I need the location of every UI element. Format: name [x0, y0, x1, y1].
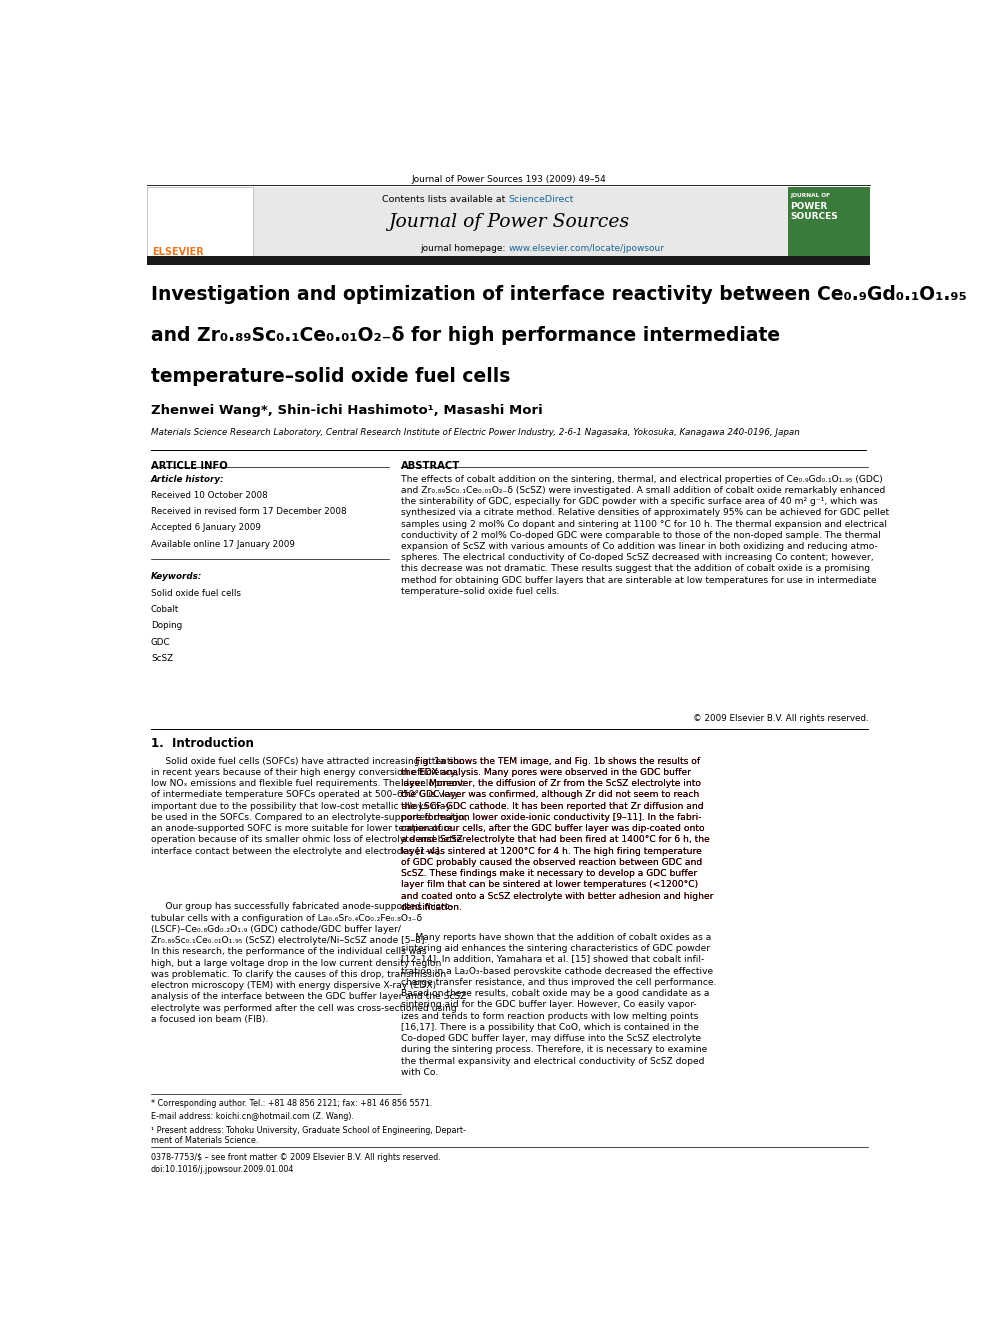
- FancyBboxPatch shape: [147, 188, 253, 257]
- Text: Accepted 6 January 2009: Accepted 6 January 2009: [151, 524, 261, 532]
- Text: Received in revised form 17 December 2008: Received in revised form 17 December 200…: [151, 507, 346, 516]
- Text: temperature–solid oxide fuel cells: temperature–solid oxide fuel cells: [151, 366, 510, 385]
- Text: Journal of Power Sources 193 (2009) 49–54: Journal of Power Sources 193 (2009) 49–5…: [411, 175, 606, 184]
- Text: The effects of cobalt addition on the sintering, thermal, and electrical propert: The effects of cobalt addition on the si…: [401, 475, 889, 595]
- Text: SOURCES: SOURCES: [791, 212, 838, 221]
- Text: Zhenwei Wang*, Shin-ichi Hashimoto¹, Masashi Mori: Zhenwei Wang*, Shin-ichi Hashimoto¹, Mas…: [151, 405, 543, 417]
- Text: E-mail address: koichi.cn@hotmail.com (Z. Wang).: E-mail address: koichi.cn@hotmail.com (Z…: [151, 1113, 354, 1122]
- Text: doi:10.1016/j.jpowsour.2009.01.004: doi:10.1016/j.jpowsour.2009.01.004: [151, 1166, 295, 1175]
- Text: POWER: POWER: [791, 201, 827, 210]
- Text: and Zr₀.₈₉Sc₀.₁Ce₀.₀₁O₂₋δ for high performance intermediate: and Zr₀.₈₉Sc₀.₁Ce₀.₀₁O₂₋δ for high perfo…: [151, 325, 780, 345]
- Text: 1.  Introduction: 1. Introduction: [151, 737, 254, 750]
- FancyBboxPatch shape: [789, 188, 870, 257]
- Text: Contents lists available at: Contents lists available at: [382, 196, 509, 205]
- Text: www.elsevier.com/locate/jpowsour: www.elsevier.com/locate/jpowsour: [509, 245, 665, 253]
- Text: Journal of Power Sources: Journal of Power Sources: [388, 213, 629, 230]
- Text: ABSTRACT: ABSTRACT: [401, 462, 460, 471]
- Text: Materials Science Research Laboratory, Central Research Institute of Electric Po: Materials Science Research Laboratory, C…: [151, 427, 800, 437]
- Text: Investigation and optimization of interface reactivity between Ce₀.₉Gd₀.₁O₁.₉₅: Investigation and optimization of interf…: [151, 284, 967, 304]
- Text: Doping: Doping: [151, 622, 183, 630]
- Text: Received 10 October 2008: Received 10 October 2008: [151, 491, 268, 500]
- FancyBboxPatch shape: [147, 188, 870, 257]
- Text: JOURNAL OF: JOURNAL OF: [791, 193, 830, 198]
- Text: * Corresponding author. Tel.: +81 48 856 2121; fax: +81 46 856 5571.: * Corresponding author. Tel.: +81 48 856…: [151, 1099, 433, 1109]
- Text: ¹ Present address: Tohoku University, Graduate School of Engineering, Depart-
me: ¹ Present address: Tohoku University, Gr…: [151, 1126, 466, 1146]
- Text: ScienceDirect: ScienceDirect: [509, 196, 573, 205]
- Text: ScSZ: ScSZ: [151, 654, 173, 663]
- Text: © 2009 Elsevier B.V. All rights reserved.: © 2009 Elsevier B.V. All rights reserved…: [692, 714, 868, 722]
- Text: Keywords:: Keywords:: [151, 573, 202, 581]
- Text: Solid oxide fuel cells (SOFCs) have attracted increasing attention
in recent yea: Solid oxide fuel cells (SOFCs) have attr…: [151, 757, 467, 856]
- Text: Available online 17 January 2009: Available online 17 January 2009: [151, 540, 295, 549]
- Text: Fig. 1a shows the TEM image, and Fig. 1b shows the results of
the EDX analysis. : Fig. 1a shows the TEM image, and Fig. 1b…: [401, 757, 713, 912]
- Text: Article history:: Article history:: [151, 475, 224, 484]
- Text: Our group has successfully fabricated anode-supported micro-
tubular cells with : Our group has successfully fabricated an…: [151, 902, 466, 1024]
- Text: Many reports have shown that the addition of cobalt oxides as a
sintering aid en: Many reports have shown that the additio…: [401, 933, 716, 1077]
- Text: Cobalt: Cobalt: [151, 605, 180, 614]
- Text: ARTICLE INFO: ARTICLE INFO: [151, 462, 227, 471]
- Text: Solid oxide fuel cells: Solid oxide fuel cells: [151, 589, 241, 598]
- Text: Fig. 1a shows the TEM image, and Fig. 1b shows the results of
the EDX analysis. : Fig. 1a shows the TEM image, and Fig. 1b…: [401, 757, 713, 912]
- Text: journal homepage:: journal homepage:: [421, 245, 509, 253]
- Text: 0378-7753/$ – see front matter © 2009 Elsevier B.V. All rights reserved.: 0378-7753/$ – see front matter © 2009 El…: [151, 1154, 440, 1162]
- FancyBboxPatch shape: [147, 255, 870, 265]
- Text: GDC: GDC: [151, 638, 171, 647]
- Text: ELSEVIER: ELSEVIER: [152, 247, 203, 258]
